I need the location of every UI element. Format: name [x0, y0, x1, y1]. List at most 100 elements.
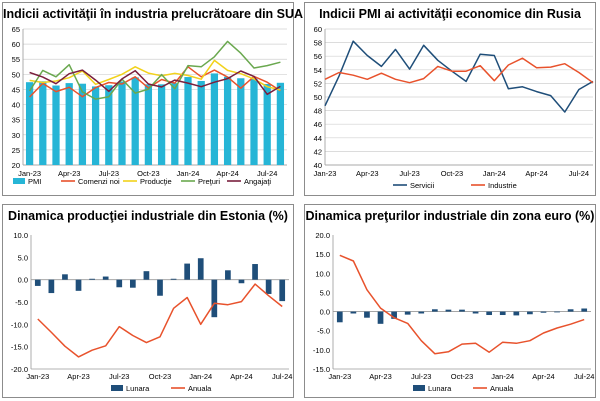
legend-label: Producţie: [140, 177, 172, 186]
bar: [184, 77, 192, 165]
x-tick-label: Jul-24: [574, 372, 594, 381]
bar: [377, 311, 384, 324]
x-tick-label: Apr-24: [216, 169, 239, 178]
chart-title: Dinamica preţurilor industriale din zona…: [305, 209, 595, 223]
y-tick-label: 10.0: [315, 269, 330, 278]
chart-panel-russia-pmi: Indicii PMI ai activităţii economice din…: [304, 2, 596, 196]
x-tick-label: Jul-24: [569, 169, 589, 178]
y-tick-label: 46: [314, 120, 322, 129]
bar: [197, 80, 205, 165]
bar: [62, 274, 68, 280]
bar: [250, 78, 258, 165]
bar: [472, 311, 479, 314]
x-tick-label: Jan-24: [177, 169, 200, 178]
chart-eurozone-industrial-prices: -15.0 -10.0 -5.0 0.0 5.0 10.0 15.0 20.0 Jan-23 Ap…: [313, 231, 595, 393]
bar: [89, 278, 95, 280]
y-tick-label: 44: [314, 134, 322, 143]
series-line: [28, 40, 281, 100]
bar: [65, 83, 73, 165]
y-tick-label: 35: [12, 116, 20, 125]
y-tick-label: 55: [12, 55, 20, 64]
x-tick-label: Jan-23: [314, 169, 337, 178]
y-tick-label: 60: [12, 40, 20, 49]
chart-panel-estonia-industrial-production: Dinamica producţiei industriale din Esto…: [2, 204, 294, 398]
bar: [34, 279, 41, 286]
bar: [263, 84, 271, 165]
x-tick-label: Jan-24: [483, 169, 506, 178]
y-tick-label: 45: [12, 85, 20, 94]
chart-russia-pmi: 40 42 44 46 48 50 52 54 56 58 60 Jan-23 Apr-23 Jul-23…: [314, 25, 594, 190]
x-tick-label: Oct-23: [137, 169, 160, 178]
y-tick-label: -10.0: [11, 320, 28, 329]
bar: [431, 309, 438, 312]
bar: [336, 311, 343, 323]
x-tick-label: Jul-24: [272, 372, 292, 381]
bar: [527, 311, 533, 315]
y-tick-label: 50: [12, 70, 20, 79]
legend-label: PMI: [28, 177, 41, 186]
bar: [513, 311, 520, 316]
series-line: [324, 40, 594, 113]
y-tick-label: 0.0: [320, 308, 330, 317]
bar: [567, 309, 574, 312]
y-tick-label: -5.0: [317, 327, 330, 336]
y-tick-label: 5.0: [320, 288, 330, 297]
bar: [116, 279, 123, 288]
bar: [171, 83, 179, 165]
bar: [404, 311, 411, 315]
chart-title: Indicii PMI ai activităţii economice din…: [319, 7, 581, 21]
bar: [78, 83, 87, 165]
chart-panel-us-manufacturing: Indicii activităţii în industria prelucr…: [2, 2, 303, 196]
bar: [499, 311, 506, 316]
y-tick-label: 60: [314, 25, 322, 34]
bar: [39, 81, 47, 165]
y-tick-label: -10.0: [313, 346, 330, 355]
x-tick-label: Jul-23: [109, 372, 129, 381]
y-tick-label: 56: [314, 52, 322, 61]
series-line: [339, 254, 585, 355]
x-tick-label: Apr-24: [230, 372, 253, 381]
bar: [265, 279, 272, 294]
bar: [210, 73, 219, 165]
x-tick-label: Jul-23: [411, 372, 431, 381]
x-tick-label: Apr-24: [532, 372, 555, 381]
y-tick-label: 65: [12, 25, 20, 34]
x-tick-label: Oct-23: [451, 372, 474, 381]
bar: [581, 308, 588, 312]
x-tick-label: Oct-23: [441, 169, 464, 178]
bar: [52, 85, 60, 165]
bar: [238, 279, 245, 284]
y-tick-label: 40: [12, 101, 20, 110]
bar: [486, 311, 493, 316]
bar: [276, 82, 285, 165]
x-tick-label: Jan-23: [18, 169, 41, 178]
bar: [540, 311, 547, 313]
bar: [554, 311, 560, 313]
bar: [48, 279, 55, 294]
series-line: [324, 57, 594, 84]
y-tick-label: -5.0: [15, 298, 28, 307]
x-tick-label: Jul-24: [257, 169, 277, 178]
legend-swatch: [413, 385, 425, 391]
bar: [459, 309, 465, 312]
y-tick-label: 54: [314, 66, 322, 75]
series-line: [29, 59, 281, 91]
y-tick-label: 40: [314, 161, 322, 170]
bar: [143, 271, 150, 280]
bar: [350, 311, 357, 314]
x-tick-label: Jul-23: [99, 169, 119, 178]
y-tick-label: 0.0: [18, 276, 28, 285]
series-line: [37, 283, 283, 358]
x-tick-label: Jan-24: [189, 372, 212, 381]
series-line: [29, 69, 281, 96]
bar: [211, 279, 218, 318]
x-tick-label: Jul-23: [399, 169, 419, 178]
bar: [279, 279, 286, 302]
bar: [91, 86, 100, 165]
bar: [25, 82, 34, 165]
x-tick-label: Apr-23: [58, 169, 81, 178]
y-tick-label: 42: [314, 147, 322, 156]
y-tick-label: 52: [314, 79, 322, 88]
legend-label: Preţuri: [198, 177, 220, 186]
